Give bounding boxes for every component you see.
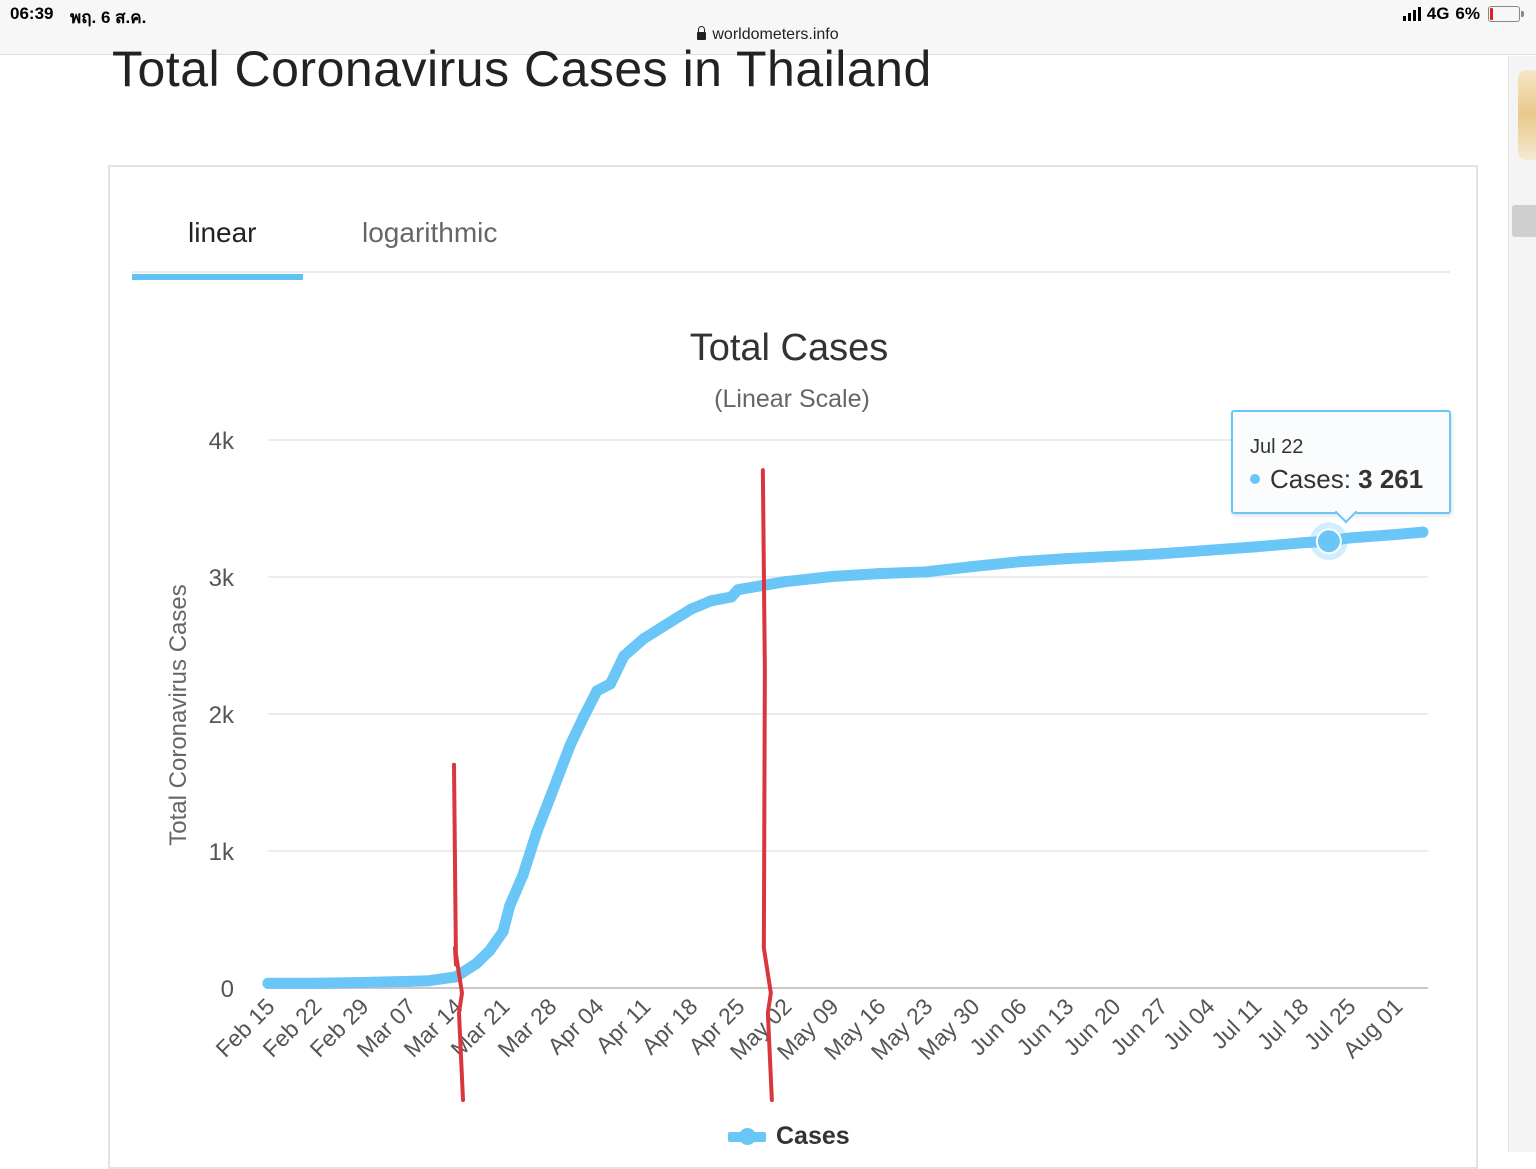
tooltip-line: Cases: 3 261 <box>1250 464 1423 495</box>
data-point <box>705 595 717 607</box>
data-point <box>1061 553 1073 565</box>
network-type: 4G <box>1426 4 1450 23</box>
data-point <box>1202 544 1214 556</box>
x-tick-label: Jul 11 <box>1206 993 1267 1054</box>
y-tick-label: 4k <box>209 428 235 455</box>
series-line-cases <box>262 526 1429 989</box>
y-tick-labels: 0 1k 2k 3k 4k <box>209 428 235 1003</box>
data-point <box>423 975 435 987</box>
y-axis-title: Total Coronavirus Cases <box>165 584 192 845</box>
data-point <box>658 620 670 632</box>
lock-icon <box>697 26 707 40</box>
url-text: worldometers.info <box>712 26 839 43</box>
annotation-layer <box>452 468 774 1102</box>
battery-icon <box>1488 6 1524 22</box>
status-date: พฤ. 6 ส.ค. <box>70 8 147 27</box>
data-point <box>873 568 885 580</box>
tab-linear[interactable]: linear <box>188 217 257 248</box>
data-point <box>618 650 630 662</box>
data-point <box>309 977 321 989</box>
data-point <box>967 560 979 572</box>
data-point <box>470 958 482 970</box>
data-point <box>1296 537 1308 549</box>
tab-active-indicator <box>132 274 303 280</box>
data-point <box>779 576 791 588</box>
data-point <box>1014 556 1026 568</box>
tab-logarithmic[interactable]: logarithmic <box>362 217 498 248</box>
battery-percent: 6% <box>1455 4 1480 23</box>
tooltip-value: 3 261 <box>1358 464 1424 494</box>
series-layer <box>262 526 1429 989</box>
side-thumbnail-fragment <box>1512 205 1536 237</box>
data-point <box>591 685 603 697</box>
data-point <box>356 977 368 989</box>
data-point <box>517 869 529 881</box>
grid-layer <box>268 439 1428 989</box>
tooltip-series-label: Cases: <box>1270 464 1351 494</box>
data-point <box>725 591 737 603</box>
data-point <box>531 826 543 838</box>
y-tick-label: 2k <box>209 702 235 729</box>
status-bar: 06:39 พฤ. 6 ส.ค. 4G 6% worldometers.info <box>0 0 1536 55</box>
x-tick-label: Jul 18 <box>1252 993 1314 1055</box>
chart-card <box>108 165 1478 1169</box>
annotation-line-1 <box>452 762 465 1102</box>
data-point <box>638 633 650 645</box>
data-point <box>1390 529 1402 541</box>
hover-point <box>1315 528 1342 555</box>
annotation-line-2 <box>760 468 774 1102</box>
data-point <box>564 739 576 751</box>
chart-tooltip: Jul 22 Cases: 3 261 <box>1231 410 1451 514</box>
legend-label: Cases <box>776 1122 850 1150</box>
data-point <box>1249 541 1261 553</box>
data-point <box>504 900 516 912</box>
data-point <box>578 711 590 723</box>
data-point <box>403 975 415 987</box>
y-tick-label: 3k <box>209 565 235 592</box>
data-point <box>920 566 932 578</box>
data-point <box>1108 550 1120 562</box>
tooltip-date: Jul 22 <box>1250 436 1304 458</box>
data-point <box>685 603 697 615</box>
hover-layer <box>1309 522 1348 561</box>
chart-title: Total Cases <box>690 327 889 369</box>
data-point <box>484 945 496 957</box>
data-point <box>732 584 744 596</box>
data-point <box>544 792 556 804</box>
data-point <box>826 570 838 582</box>
data-point <box>604 678 616 690</box>
y-tick-label: 1k <box>209 839 235 866</box>
status-indicators: 4G 6% <box>1402 4 1524 24</box>
address-bar[interactable]: worldometers.info <box>0 26 1536 44</box>
side-image-fragment <box>1518 70 1536 160</box>
data-point <box>1155 548 1167 560</box>
y-tick-label: 0 <box>221 976 234 1003</box>
status-time: 06:39 <box>10 4 54 23</box>
legend-item-cases[interactable]: Cases <box>728 1122 850 1151</box>
data-point <box>497 926 509 938</box>
legend-swatch <box>728 1127 766 1145</box>
chart-subtitle: (Linear Scale) <box>714 385 870 413</box>
cellular-signal-icon <box>1402 7 1421 21</box>
tab-divider <box>132 271 1450 273</box>
side-panel-edge <box>1508 56 1536 1152</box>
data-point <box>1343 532 1355 544</box>
data-point <box>262 977 274 989</box>
page-title: Total Coronavirus Cases in Thailand <box>112 41 932 97</box>
data-point <box>1417 526 1429 538</box>
tooltip-series-dot <box>1250 474 1260 484</box>
x-tick-label: Jul 04 <box>1158 993 1220 1055</box>
